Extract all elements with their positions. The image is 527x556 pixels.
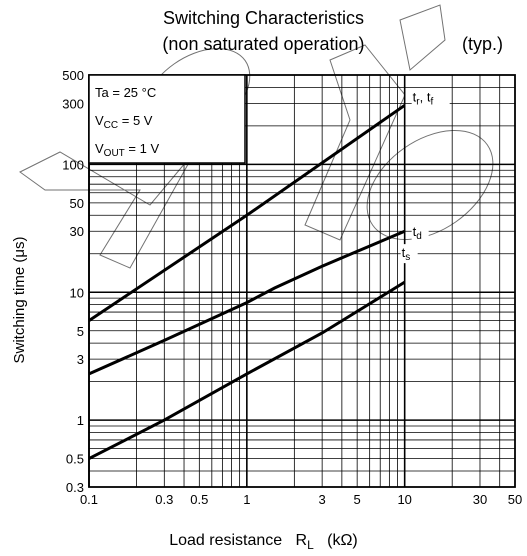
series-line-trtf [88,104,406,322]
y-tick-label: 3 [77,352,84,367]
typical-note: (typ.) [462,34,504,54]
series-label-ts: ts [402,245,411,263]
condition-vout: VOUT = 1 V [95,141,159,159]
y-tick-label: 500 [62,68,84,83]
x-tick-label: 1 [243,492,250,507]
x-tick-label: 0.3 [155,492,173,507]
series-label-bg [400,244,418,264]
y-tick-label: 0.3 [66,480,84,495]
x-tick-label: 0.1 [80,492,98,507]
y-tick-label: 30 [70,224,84,239]
x-tick-label: 50 [508,492,522,507]
series-line-td [88,229,406,376]
series-label-trtf: tr, tf [413,89,434,107]
y-axis-title: Switching time (μs) [11,236,28,363]
series-label-bg [411,88,450,108]
x-tick-label: 30 [473,492,487,507]
y-tick-label: 100 [62,157,84,172]
x-tick-label: 0.5 [190,492,208,507]
y-tick-label: 50 [70,196,84,211]
condition-ta: Ta = 25 °C [95,85,156,100]
y-tick-label: 1 [77,413,84,428]
series-lines [88,104,406,460]
x-axis-title: Load resistance RL (kΩ) [169,532,358,553]
plot-frame [88,74,516,488]
condition-vcc: VCC = 5 V [95,113,153,131]
y-tick-label: 0.5 [66,452,84,467]
series-label-td: td [413,224,422,242]
series-label-bg [411,223,429,243]
x-tick-label: 3 [319,492,326,507]
y-tick-label: 300 [62,96,84,111]
tick-labels: 0.1 0.3 0.5 1 3 5 10 30 500.30.51351030501003005… [62,68,522,507]
conditions-box: Ta = 25 °C VCC = 5 V VOUT = 1 V [88,74,246,164]
y-tick-label: 10 [70,285,84,300]
x-tick-label: 10 [397,492,411,507]
plot-border [88,74,516,488]
x-tick-label: 5 [354,492,361,507]
chart-title: Switching Characteristics [162,8,365,28]
series-line-ts [88,280,406,460]
y-tick-label: 5 [77,324,84,339]
